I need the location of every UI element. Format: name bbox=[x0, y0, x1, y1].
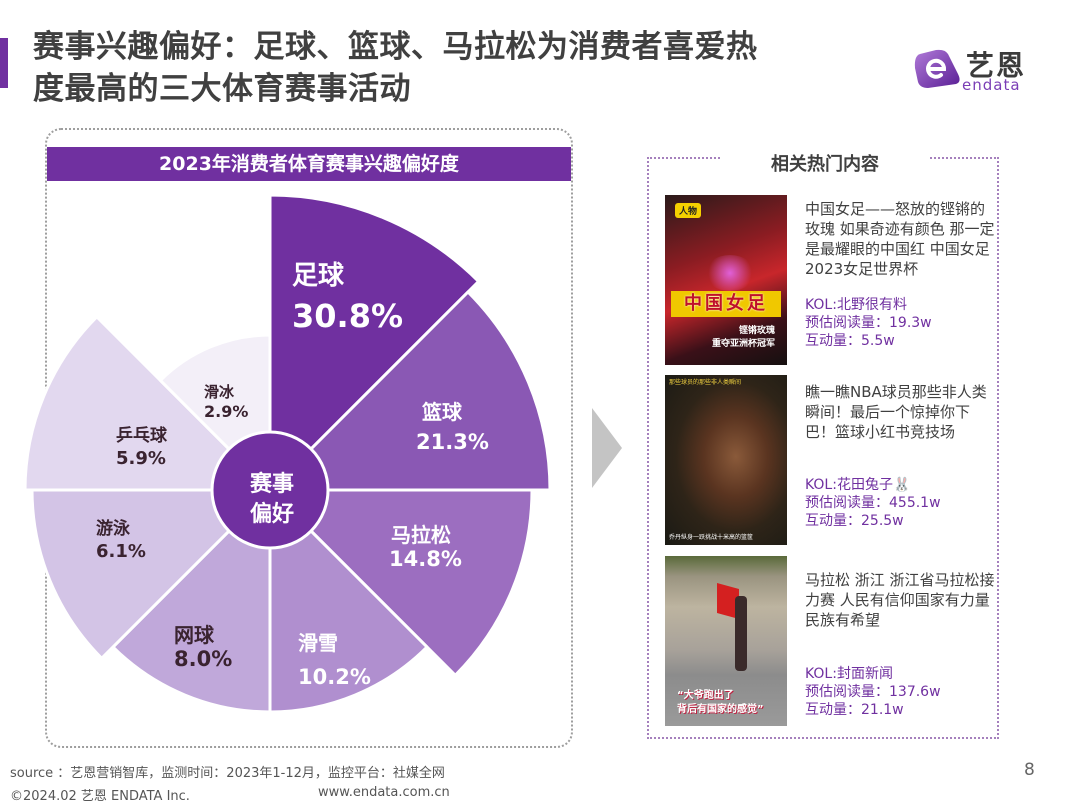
card3-kol: KOL:封面新闻 bbox=[805, 666, 893, 682]
womens-football-thumbnail[interactable]: 人物 中国女足 铿锵玫瑰 重夺亚洲杯冠军 bbox=[665, 195, 787, 365]
card2-reads: 预估阅读量：455.1w bbox=[805, 495, 941, 511]
slice-skiing bbox=[268, 488, 429, 714]
thumb-sub2: 重夺亚洲杯冠军 bbox=[711, 339, 775, 349]
label-marathon: 马拉松 14.8% bbox=[389, 523, 462, 572]
label-swimming: 游泳 6.1% bbox=[96, 519, 146, 562]
label-basketball: 篮球 21.3% bbox=[416, 400, 489, 455]
footer-source: source ：艺恩营销智库，监测时间：2023年1-12月，监控平台：社媒全网 bbox=[10, 766, 445, 781]
arrow-right-icon bbox=[592, 408, 622, 488]
page-number: 8 bbox=[1024, 760, 1035, 780]
marathon-thumbnail[interactable]: “大爷跑出了 背后有国家的感觉” bbox=[665, 556, 787, 726]
page-title-line1: 赛事兴趣偏好：足球、篮球、马拉松为消费者喜爱热 bbox=[33, 29, 758, 65]
card2-meta: KOL:花田兔子🐰 预估阅读量：455.1w 互动量：25.5w bbox=[805, 476, 995, 530]
page-title: 赛事兴趣偏好：足球、篮球、马拉松为消费者喜爱热 度最高的三大体育赛事活动 bbox=[33, 26, 893, 110]
footer-copyright: ©2024.02 艺恩 ENDATA Inc. bbox=[10, 789, 190, 804]
thumb-tag: 人物 bbox=[675, 203, 702, 218]
endata-e-logo-icon bbox=[914, 49, 960, 88]
label-skiing: 滑雪 10.2% bbox=[298, 631, 371, 690]
label-skating: 滑冰 2.9% bbox=[204, 383, 249, 422]
card1-interactions: 互动量：5.5w bbox=[805, 333, 895, 349]
page-title-line2: 度最高的三大体育赛事活动 bbox=[33, 71, 411, 107]
logo-chinese-text: 艺恩 bbox=[966, 49, 1027, 82]
center-hub bbox=[210, 430, 330, 550]
card1-meta: KOL:北野很有料 预估阅读量：19.3w 互动量：5.5w bbox=[805, 296, 995, 350]
thumb-caption-1: “大爷跑出了 bbox=[677, 690, 734, 701]
label-table-tennis: 乒乓球 5.9% bbox=[116, 426, 167, 469]
slice-tennis bbox=[111, 488, 272, 714]
card2-interactions: 互动量：25.5w bbox=[805, 513, 904, 529]
title-accent-bar bbox=[0, 38, 8, 88]
slice-marathon bbox=[268, 488, 534, 677]
card1-reads: 预估阅读量：19.3w bbox=[805, 315, 932, 331]
card3-meta: KOL:封面新闻 预估阅读量：137.6w 互动量：21.1w bbox=[805, 665, 995, 719]
thumb-runner bbox=[735, 596, 747, 671]
card2-kol: KOL:花田兔子🐰 bbox=[805, 477, 911, 493]
slice-basketball bbox=[268, 290, 552, 492]
card1-kol: KOL:北野很有料 bbox=[805, 297, 907, 313]
chart-title: 2023年消费者体育赛事兴趣偏好度 bbox=[47, 147, 571, 181]
logo-english-text: endata bbox=[962, 76, 1021, 94]
thumb-bottom-caption: 乔丹纵身一跃挑战十米高的篮筐 bbox=[669, 534, 754, 541]
center-label: 赛事偏好 bbox=[249, 472, 294, 527]
thumb-confetti bbox=[705, 255, 755, 291]
slice-swimming bbox=[30, 488, 272, 660]
label-tennis: 网球 8.0% bbox=[174, 623, 233, 672]
endata-logo: 艺恩 endata bbox=[912, 42, 1042, 94]
card3-interactions: 互动量：21.1w bbox=[805, 702, 904, 718]
slice-table-tennis bbox=[23, 315, 272, 492]
thumb-sub1: 铿锵玫瑰 bbox=[738, 326, 775, 336]
slice-football bbox=[268, 193, 481, 492]
card3-reads: 预估阅读量：137.6w bbox=[805, 684, 941, 700]
basketball-thumbnail[interactable]: 那些球员的那些非人类瞬间 乔丹纵身一跃挑战十米高的篮筐 bbox=[665, 375, 787, 545]
thumb-top-caption: 那些球员的那些非人类瞬间 bbox=[669, 379, 742, 386]
label-football: 足球 30.8% bbox=[292, 261, 404, 335]
card1-text[interactable]: 中国女足——怒放的铿锵的玫瑰 如果奇迹有颜色 那一定是最耀眼的中国红 中国女足2… bbox=[805, 200, 995, 278]
hot-content-title: 相关热门内容 bbox=[771, 154, 879, 175]
footer-url[interactable]: www.endata.com.cn bbox=[318, 785, 450, 800]
thumb-caption-2: 背后有国家的感觉” bbox=[677, 704, 764, 715]
card3-text[interactable]: 马拉松 浙江 浙江省马拉松接力赛 人民有信仰国家有力量民族有希望 bbox=[805, 571, 995, 629]
thumb-headline: 中国女足 bbox=[671, 291, 781, 317]
card2-text[interactable]: 瞧一瞧NBA球员那些非人类瞬间！最后一个惊掉你下巴！篮球小红书竞技场 bbox=[805, 383, 987, 441]
